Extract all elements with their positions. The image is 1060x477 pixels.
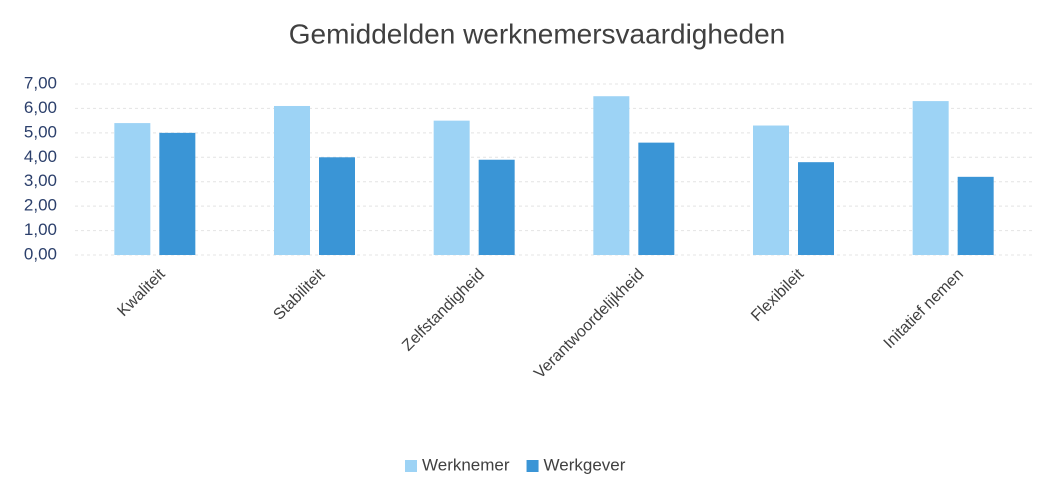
bar [114,123,151,255]
chart-title: Gemiddelden werknemersvaardigheden [289,18,786,49]
y-tick-label: 4,00 [24,147,57,166]
x-tick-label: Stabiliteit [270,265,328,323]
bar [433,120,470,256]
x-tick-label: Kwaliteit [114,265,169,320]
legend-swatch [526,460,539,472]
x-tick-label: Verantwoordelijkheid [531,266,647,382]
y-tick-label: 5,00 [24,122,57,141]
legend-swatch [405,460,417,472]
bar [593,96,630,255]
y-tick-label: 3,00 [24,171,57,190]
y-tick-label: 6,00 [24,98,57,117]
y-tick-label: 7,00 [24,73,57,92]
bar [638,142,675,255]
x-tick-label: Zelfstandigheid [399,266,488,355]
y-tick-label: 0,00 [24,244,57,263]
legend-label: Werknemer [422,455,510,474]
x-tick-label: Flexibileit [748,265,808,325]
bar [753,125,789,256]
y-tick-label: 1,00 [24,220,57,239]
legend: Werknemer Werkgever [405,455,626,474]
bar [957,176,994,255]
bar [159,132,196,255]
bar [912,101,949,255]
bar [478,159,515,255]
y-tick-label: 2,00 [24,196,57,215]
legend-label: Werkgever [544,455,626,474]
bar [319,157,355,255]
x-tick-label: Initatief nemen [881,266,967,352]
bar [798,162,834,255]
bar [274,105,310,255]
